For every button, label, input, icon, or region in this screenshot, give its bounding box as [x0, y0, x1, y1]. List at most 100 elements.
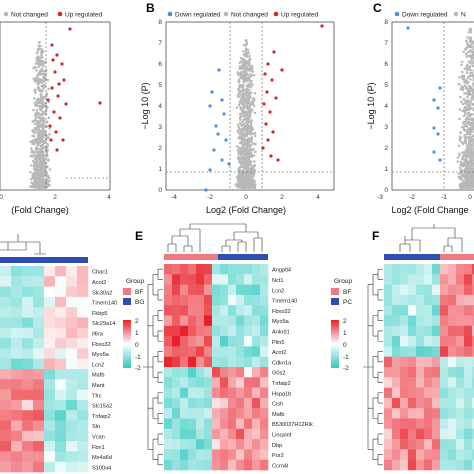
f-cell: [440, 439, 449, 450]
b-up-point: [266, 138, 270, 142]
e-cell: [196, 459, 205, 471]
e-cell: [252, 367, 261, 378]
e-cell: [196, 346, 205, 357]
c-not-changed-point: [468, 165, 471, 168]
b-not-changed-point: [249, 96, 252, 99]
legend-e-title: Group: [334, 278, 352, 285]
f-cell: [424, 397, 433, 409]
b-down-point: [217, 68, 221, 72]
e-cell: [212, 367, 221, 378]
e-cell: [228, 346, 237, 357]
legend-d-swatch-2: [123, 298, 131, 305]
b-not-changed-point: [246, 49, 250, 52]
b-not-changed-point: [237, 78, 241, 81]
e-cell: [260, 418, 269, 430]
e-cell: [196, 449, 205, 460]
e-cell: [164, 387, 173, 399]
c-not-changed-point: [468, 50, 472, 53]
f-cell: [472, 449, 474, 460]
a-not-changed-point: [47, 158, 50, 162]
b-not-changed-point: [245, 41, 248, 44]
b-not-changed-point: [252, 142, 255, 146]
a-not-changed-point: [35, 111, 38, 114]
gene-labels-e: Angptl4 Nct1 Lcn2 Tmem140 Fbxo32 Myo5a Ankrd1 P…: [272, 268, 313, 470]
b-not-changed-point: [240, 67, 244, 70]
f-cell: [400, 264, 409, 275]
a-not-changed-point: [41, 90, 44, 93]
e-cell: [236, 325, 245, 337]
b-not-changed-point: [249, 133, 253, 136]
gene-label-d: Ms4a6d: [92, 455, 112, 461]
e-cell: [196, 367, 205, 378]
dendrogram-f-left: [363, 268, 383, 466]
d-cell: [0, 389, 12, 401]
e-cell: [236, 284, 245, 296]
f-cell: [440, 305, 449, 316]
b-not-changed-point: [249, 103, 252, 107]
e-cell: [172, 449, 181, 460]
f-cell: [432, 274, 441, 285]
c-not-changed-point: [468, 157, 472, 160]
c-not-changed-point: [468, 123, 472, 127]
tick-a-x-1: 2: [53, 194, 57, 201]
b-not-changed-point: [250, 119, 253, 122]
f-cell: [424, 325, 433, 337]
c-not-changed-point: [462, 114, 466, 118]
a-not-changed-point: [37, 62, 40, 66]
f-cell: [408, 428, 417, 440]
gene-label-e: Mafb: [272, 412, 284, 418]
e-cell: [228, 449, 237, 460]
b-not-changed-point: [252, 154, 256, 157]
d-cell: [44, 410, 56, 421]
f-cell: [448, 367, 457, 378]
e-cell: [204, 284, 213, 296]
e-cell: [220, 418, 229, 430]
b-not-changed-point: [247, 176, 250, 180]
e-cell: [196, 274, 205, 285]
c-not-changed-point: [464, 173, 467, 177]
c-not-changed-point: [470, 86, 473, 90]
c-not-changed-point: [461, 186, 464, 189]
a-not-changed-point: [36, 177, 40, 180]
b-not-changed-point: [238, 67, 241, 71]
b-not-changed-point: [246, 97, 250, 100]
tick-c-y-7: 7: [384, 40, 388, 47]
d-cell: [11, 461, 23, 473]
e-cell: [252, 356, 261, 368]
f-cell: [384, 336, 393, 347]
d-cell: [33, 327, 45, 339]
legend-d-group-2: BG: [135, 299, 144, 306]
e-cell: [204, 408, 213, 419]
legend-e-swatch-2: [331, 298, 339, 305]
e-cell: [236, 459, 245, 471]
f-cell: [448, 315, 457, 327]
b-not-changed-point: [247, 51, 250, 55]
f-cell: [456, 325, 465, 337]
d-cell: [11, 266, 23, 277]
c-down-point: [436, 132, 440, 136]
c-not-changed-point: [465, 55, 468, 58]
d-cell: [66, 338, 78, 349]
f-cell: [472, 428, 474, 440]
d-cell: [0, 296, 12, 308]
dendrogram-d-top: [0, 234, 46, 255]
f-cell: [416, 356, 425, 368]
c-not-changed-point: [458, 154, 461, 157]
a-not-changed-point: [34, 115, 38, 118]
a-not-changed-point: [33, 131, 36, 135]
c-not-changed-point: [467, 129, 470, 132]
a-not-changed-point: [38, 132, 42, 136]
b-not-changed-point: [244, 44, 247, 47]
e-cell: [164, 336, 173, 347]
f-cell: [464, 408, 473, 419]
f-cell: [432, 377, 441, 388]
d-cell: [0, 420, 12, 432]
gene-label-e: Lincpint: [272, 433, 292, 439]
a-not-changed-point: [43, 77, 46, 80]
c-not-changed-point: [467, 60, 471, 63]
f-cell: [440, 377, 449, 388]
e-cell: [180, 418, 189, 430]
f-cell: [424, 284, 433, 296]
e-cell: [252, 377, 261, 388]
a-up-point: [68, 27, 72, 31]
